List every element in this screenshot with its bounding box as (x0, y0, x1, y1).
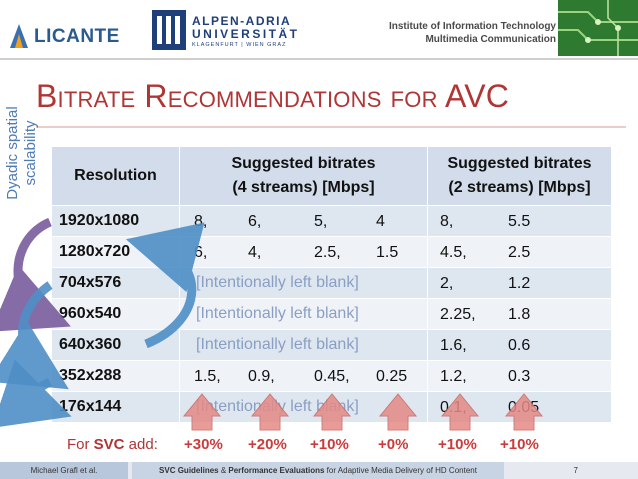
svc-prefix: For (67, 436, 94, 453)
svc-increment-5: +10% (438, 436, 477, 453)
table-row: 1280x720 6, 4, 2.5, 1.5 4.5, 2.5 (51, 236, 612, 268)
blank-note: [Intentionally left blank] (196, 274, 359, 291)
cell-four-streams: 8, 6, 5, 4 (179, 205, 428, 237)
slide-title: Bitrate Recommendations for AVC (36, 78, 510, 114)
page-number: 7 (573, 466, 578, 475)
footer-author: Michael Grafl et al. (0, 462, 128, 479)
cell-two-streams: 2, 1.2 (427, 267, 612, 299)
university-name-line1: ALPEN-ADRIA (192, 14, 292, 28)
scaling-arrow-1080-540 (0, 217, 71, 332)
title-underline (36, 126, 626, 128)
university-name-line3: KLAGENFURT | WIEN GRAZ (192, 42, 287, 48)
bitrate-value: 2.5 (508, 244, 531, 261)
table-row: 640x360 [Intentionally left blank] 1.6, 0.6 (51, 329, 612, 361)
bitrate-value: 0.3 (508, 368, 531, 385)
cell-four-streams: [Intentionally left blank] (179, 267, 428, 299)
footer-title-bold1: SVC Guidelines (159, 466, 219, 475)
header-two-line1: Suggested bitrates (447, 155, 592, 172)
table-row: 352x288 1.5, 0.9, 0.45, 0.25 1.2, 0.3 (51, 360, 612, 392)
header-four-line2: (4 streams) [Mbps] (232, 179, 375, 196)
bitrate-value: 1.5 (376, 244, 399, 261)
blank-note: [Intentionally left blank] (196, 305, 359, 322)
bitrate-value: 1.2 (508, 275, 531, 292)
up-arrow-4 (378, 393, 418, 431)
slide-footer: Michael Grafl et al. SVC Guidelines & Pe… (0, 462, 638, 479)
header-two-streams: Suggested bitrates (2 streams) [Mbps] (427, 146, 612, 206)
bitrate-value: 2.5, (314, 244, 341, 261)
header-four-line1: Suggested bitrates (231, 155, 376, 172)
cell-two-streams: 4.5, 2.5 (427, 236, 612, 268)
cell-two-streams: 2.25, 1.8 (427, 298, 612, 330)
cell-two-streams: 1.2, 0.3 (427, 360, 612, 392)
institute-name: Institute of Information Technology Mult… (389, 20, 556, 46)
header-four-streams: Suggested bitrates (4 streams) [Mbps] (179, 146, 428, 206)
bitrate-value: 4.5, (440, 244, 467, 261)
cell-resolution: 176x144 (51, 391, 180, 423)
svc-word: SVC (93, 436, 125, 453)
licante-logo: LICANTE (8, 12, 143, 52)
footer-title-rest: for Adaptive Media Delivery of HD Conten… (324, 466, 477, 475)
svc-increment-4: +0% (378, 436, 409, 453)
bitrate-value: 1.2, (440, 368, 467, 385)
bitrate-value: 2.25, (440, 306, 476, 323)
scaling-arrow-288-144 (0, 359, 72, 428)
cell-resolution: 352x288 (51, 360, 180, 392)
cell-four-streams: 1.5, 0.9, 0.45, 0.25 (179, 360, 428, 392)
bitrate-value: 0.6 (508, 337, 531, 354)
bitrate-value: 8, (440, 213, 454, 230)
bitrate-value: 1.6, (440, 337, 467, 354)
blank-note: [Intentionally left blank] (196, 336, 359, 353)
svc-add-label: For SVC add: (67, 436, 158, 453)
header-resolution-label: Resolution (74, 167, 157, 184)
cell-two-streams: 1.6, 0.6 (427, 329, 612, 361)
slide-header: LICANTE ALPEN-ADRIA UNIVERSITÄT KLAGENFU… (0, 0, 638, 62)
cell-four-streams: [Intentionally left blank] (179, 298, 428, 330)
bitrate-value: 2, (440, 275, 454, 292)
svc-increment-2: +20% (248, 436, 287, 453)
svc-increment-6: +10% (500, 436, 539, 453)
up-arrow-2 (250, 393, 290, 431)
table-body: 1920x1080 8, 6, 5, 4 8, 5.5 1280x720 6, 4, 2.5, 1.5… (51, 205, 612, 423)
footer-title-bold2: Performance Evaluations (228, 466, 325, 475)
bitrate-value: 1.5, (194, 368, 221, 385)
university-seal-icon (152, 10, 186, 50)
up-arrow-1 (182, 393, 222, 431)
table-row: 960x540 [Intentionally left blank] 2.25, 1.… (51, 298, 612, 330)
cell-two-streams: 8, 5.5 (427, 205, 612, 237)
licante-wordmark: LICANTE (34, 26, 120, 47)
licante-logo-icon (10, 24, 28, 48)
university-name-line2: UNIVERSITÄT (192, 27, 300, 41)
svc-suffix: add: (124, 436, 158, 453)
header-two-line2: (2 streams) [Mbps] (448, 179, 591, 196)
svc-increment-1: +30% (184, 436, 223, 453)
bitrate-value: 4, (248, 244, 262, 261)
university-logo: ALPEN-ADRIA UNIVERSITÄT KLAGENFURT | WIE… (152, 10, 297, 54)
scaling-arrow-360-720 (125, 222, 205, 349)
bitrate-value: 5.5 (508, 213, 531, 230)
footer-presentation-title: SVC Guidelines & Performance Evaluations… (132, 462, 504, 479)
svc-increment-3: +10% (310, 436, 349, 453)
bitrate-table: Resolution Suggested bitrates (4 streams… (51, 146, 612, 423)
up-arrow-6 (504, 393, 544, 431)
institute-line2: Multimedia Communication (425, 34, 556, 45)
circuit-board-image (558, 0, 638, 56)
header-resolution: Resolution (51, 146, 180, 206)
bitrate-value: 0.9, (248, 368, 275, 385)
up-arrow-5 (440, 393, 480, 431)
bitrate-value: 4 (376, 213, 385, 230)
bitrate-value: 1.8 (508, 306, 531, 323)
cell-four-streams: [Intentionally left blank] (179, 329, 428, 361)
header-divider (0, 58, 638, 60)
up-arrow-3 (312, 393, 352, 431)
bitrate-value: 0.45, (314, 368, 350, 385)
footer-title-mid: & (218, 466, 229, 475)
bitrate-value: 5, (314, 213, 328, 230)
bitrate-value: 0.25 (376, 368, 408, 385)
bitrate-value: 6, (248, 213, 262, 230)
institute-line1: Institute of Information Technology (388, 21, 556, 32)
